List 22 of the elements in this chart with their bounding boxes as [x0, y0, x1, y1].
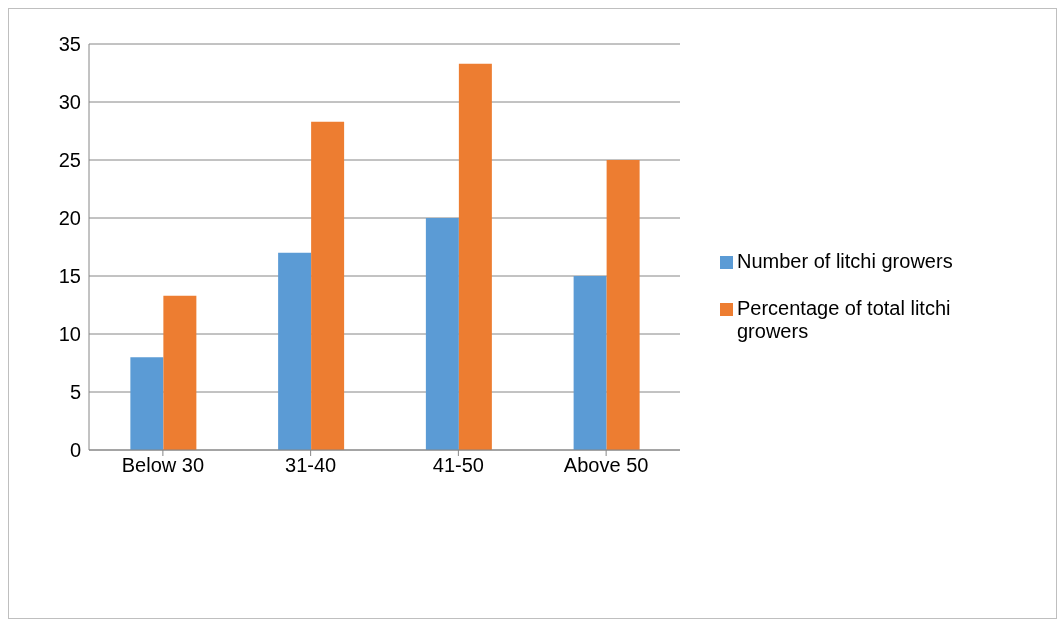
x-tick-label: 41-50 [432, 454, 484, 477]
y-tick-label: 10 [58, 323, 81, 346]
bar [458, 63, 492, 450]
y-tick-label: 0 [69, 439, 81, 462]
y-tick-label: 20 [58, 207, 81, 230]
y-tick-label: 35 [58, 33, 81, 56]
bar [278, 252, 312, 450]
bar [606, 160, 640, 450]
legend-label: Number of litchi growers [737, 250, 953, 273]
y-tick-label: 15 [58, 265, 81, 288]
x-tick-label: Below 30 [121, 454, 205, 477]
bar [573, 276, 607, 450]
x-tick-label: Above 50 [563, 454, 649, 477]
bar [163, 295, 197, 450]
x-tick-label: 31-40 [285, 454, 337, 477]
bar [311, 121, 345, 450]
bar [425, 218, 459, 450]
legend-label: Percentage of total litchi growers [737, 297, 952, 343]
y-tick-label: 30 [58, 91, 81, 114]
y-tick-label: 25 [58, 149, 81, 172]
bar [130, 357, 164, 450]
y-tick-label: 5 [69, 381, 81, 404]
